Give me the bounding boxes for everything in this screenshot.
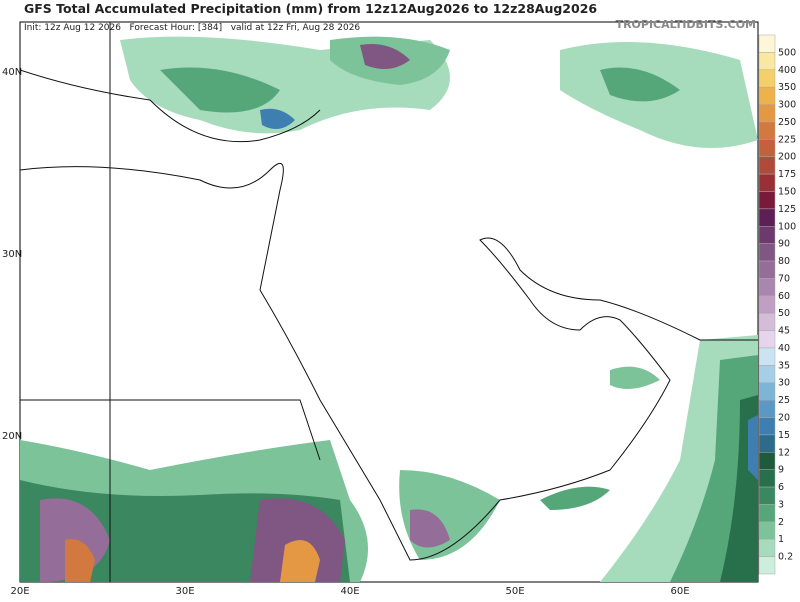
colorbar-swatch bbox=[758, 486, 776, 505]
colorbar-label: 400 bbox=[778, 65, 796, 76]
colorbar-label: 3 bbox=[778, 499, 784, 510]
colorbar-cap bbox=[758, 34, 776, 53]
lon-label: 20E bbox=[10, 586, 29, 597]
colorbar-swatch bbox=[758, 538, 776, 557]
colorbar-label: 125 bbox=[778, 204, 796, 215]
subtitle: Init: 12z Aug 12 2026 Forecast Hour: [38… bbox=[24, 23, 360, 33]
colorbar-swatch bbox=[758, 52, 776, 71]
colorbar-label: 12 bbox=[778, 447, 790, 458]
colorbar-label: 9 bbox=[778, 465, 784, 476]
colorbar-label: 100 bbox=[778, 221, 796, 232]
colorbar-swatch bbox=[758, 260, 776, 279]
colorbar-label: 15 bbox=[778, 430, 790, 441]
lat-label: 30N bbox=[2, 249, 22, 260]
colorbar-label: 25 bbox=[778, 395, 790, 406]
colorbar-swatch bbox=[758, 173, 776, 192]
colorbar-label: 35 bbox=[778, 360, 790, 371]
colorbar-swatch bbox=[758, 365, 776, 383]
colorbar-label: 0.2 bbox=[778, 552, 793, 563]
colorbar-label: 300 bbox=[778, 100, 796, 111]
colorbar-swatch bbox=[758, 399, 776, 418]
colorbar-label: 40 bbox=[778, 343, 790, 354]
colorbar-swatch bbox=[758, 69, 776, 88]
colorbar-swatch bbox=[758, 312, 776, 331]
colorbar-swatch bbox=[758, 521, 776, 540]
colorbar-swatch bbox=[758, 191, 776, 210]
colorbar-swatch bbox=[758, 208, 776, 227]
colorbar-label: 45 bbox=[778, 326, 790, 337]
colorbar-swatch bbox=[758, 278, 776, 297]
colorbar-label: 250 bbox=[778, 117, 796, 128]
colorbar-swatch bbox=[758, 243, 776, 262]
colorbar-swatch bbox=[758, 347, 776, 366]
colorbar-label: 1 bbox=[778, 534, 784, 545]
colorbar-swatch bbox=[758, 295, 776, 314]
precipitation bbox=[20, 36, 758, 582]
colorbar-swatch bbox=[758, 139, 776, 157]
colorbar-label: 350 bbox=[778, 82, 796, 93]
colorbar-label: 80 bbox=[778, 256, 790, 267]
colorbar-swatch bbox=[758, 504, 776, 523]
colorbar-swatch bbox=[758, 156, 776, 175]
colorbar-label: 20 bbox=[778, 413, 790, 424]
lon-labels: 20E 30E 40E 50E 60E bbox=[10, 586, 689, 597]
colorbar-label: 150 bbox=[778, 186, 796, 197]
colorbar-label: 2 bbox=[778, 517, 784, 528]
colorbar-swatch bbox=[758, 556, 776, 575]
lon-label: 40E bbox=[340, 586, 359, 597]
colorbar-label: 60 bbox=[778, 291, 790, 302]
colorbar-label: 90 bbox=[778, 239, 790, 250]
colorbar-swatch bbox=[758, 226, 776, 244]
colorbar-label: 6 bbox=[778, 482, 784, 493]
colorbar-swatch bbox=[758, 382, 776, 401]
lat-labels: 40N 30N 20N bbox=[2, 67, 22, 442]
colorbar-swatch bbox=[758, 104, 776, 123]
colorbar-label: 225 bbox=[778, 134, 796, 145]
colorbar-label: 200 bbox=[778, 152, 796, 163]
lat-label: 40N bbox=[2, 67, 22, 78]
colorbar-label: 70 bbox=[778, 273, 790, 284]
colorbar-swatch bbox=[758, 434, 776, 453]
coastlines bbox=[20, 22, 758, 582]
colorbar-label: 500 bbox=[778, 47, 796, 58]
colorbar-swatch bbox=[758, 469, 776, 488]
colorbar-swatch bbox=[758, 86, 776, 105]
source: TROPICALTIDBITS.COM bbox=[616, 18, 756, 31]
colorbar-label: 175 bbox=[778, 169, 796, 180]
colorbar-swatch bbox=[758, 330, 776, 349]
title: GFS Total Accumulated Precipitation (mm)… bbox=[24, 1, 597, 16]
colorbar: 5004003503002502252001751501251009080706… bbox=[758, 34, 796, 575]
colorbar-label: 30 bbox=[778, 378, 790, 389]
colorbar-swatch bbox=[758, 417, 776, 436]
colorbar-swatch bbox=[758, 452, 776, 470]
colorbar-swatch bbox=[758, 121, 776, 140]
lon-label: 30E bbox=[175, 586, 194, 597]
lat-label: 20N bbox=[2, 431, 22, 442]
colorbar-label: 50 bbox=[778, 308, 790, 319]
lon-label: 60E bbox=[670, 586, 689, 597]
lon-label: 50E bbox=[505, 586, 524, 597]
map bbox=[19, 21, 759, 583]
